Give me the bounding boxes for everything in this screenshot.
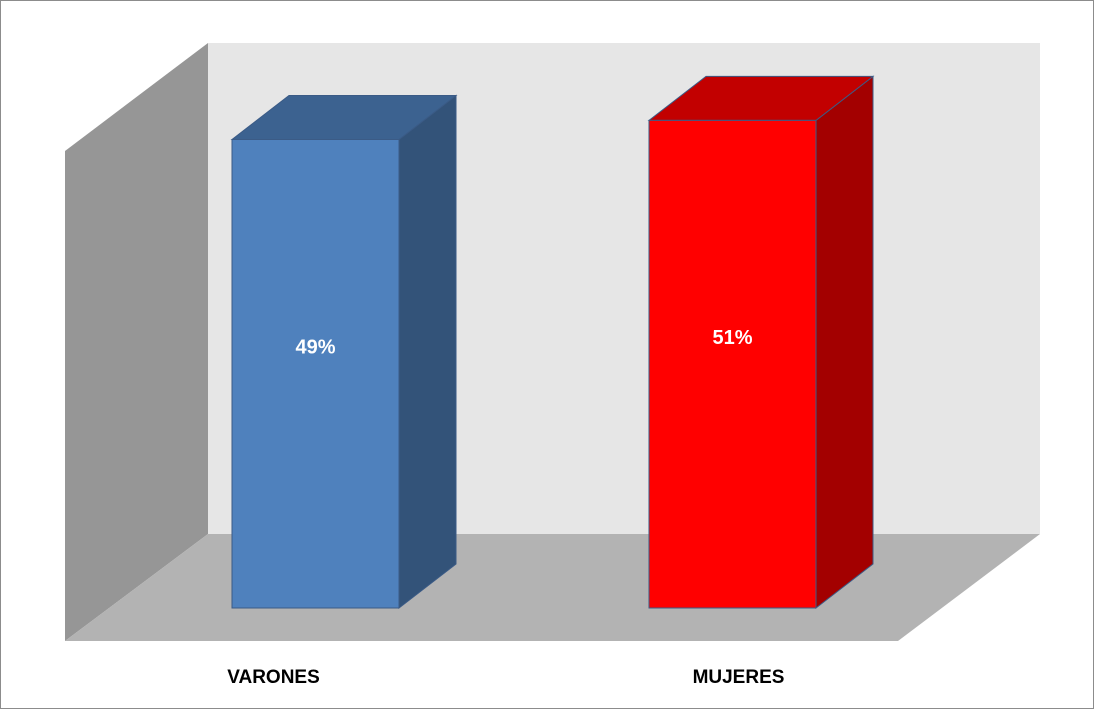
chart-walls [65, 43, 1040, 641]
bar-varones [230, 94, 458, 610]
category-label-mujeres: MUJERES [693, 667, 785, 688]
data-label-varones: 49% [295, 337, 335, 359]
side-wall [65, 43, 208, 641]
bar-mujeres-front [648, 119, 817, 609]
bar-varones-front [231, 138, 400, 609]
data-label-mujeres: 51% [712, 327, 752, 349]
bar-mujeres [647, 75, 875, 610]
bar-mujeres-side [815, 75, 874, 610]
category-label-varones: VARONES [227, 667, 320, 688]
floor [65, 534, 1040, 641]
bars-group [230, 75, 875, 610]
labels-group: 49% VARONES 51% MUJERES [227, 327, 784, 688]
bar-varones-side [398, 94, 457, 610]
